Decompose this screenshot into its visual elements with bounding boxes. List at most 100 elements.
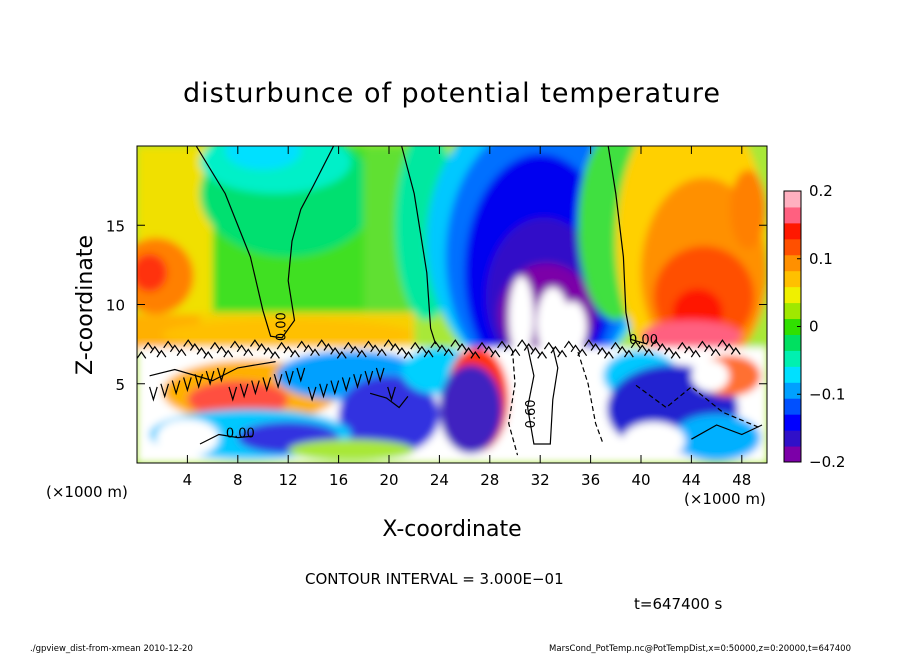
x-tick-label: 32: [531, 471, 550, 489]
colorbar-swatch: [784, 222, 801, 240]
contour-line: [263, 347, 274, 355]
contour-line: [523, 343, 534, 351]
colorbar-swatch: [784, 286, 801, 304]
colorbar-swatch: [784, 446, 801, 463]
colorbar-swatch: [784, 430, 801, 447]
contour-line: [563, 340, 574, 349]
x-unit-label-right: (×1000 m): [684, 490, 766, 508]
contour-line: [296, 367, 306, 383]
colorbar-swatch: [784, 318, 801, 335]
contour-line: [323, 343, 334, 351]
colorbar-swatch: [784, 270, 801, 288]
footer-right: MarsCond_PotTemp.nc@PotTempDist,x=0:5000…: [549, 644, 851, 654]
colorbar-swatch: [784, 398, 801, 415]
contour-line: [163, 340, 173, 349]
field-patch: [225, 146, 301, 170]
contour-line: [205, 370, 215, 386]
contour-line: [550, 345, 561, 354]
contour-line: [497, 340, 507, 349]
contour-line: [690, 349, 701, 358]
field-patch: [691, 359, 730, 392]
x-tick-label: 16: [329, 471, 348, 489]
contour-line: [717, 339, 728, 347]
contour-line: [363, 340, 374, 349]
contour-line: [250, 339, 260, 347]
colorbar-swatch: [784, 191, 801, 208]
contour-line: [310, 348, 320, 357]
contour-line: [644, 348, 654, 357]
contour-line: [356, 349, 367, 358]
x-tick-label: 20: [379, 471, 398, 489]
contour-line: [203, 351, 214, 359]
contour-line: [457, 343, 467, 351]
chart-title: disturbunce of potential temperature: [183, 78, 721, 109]
contour-line: [319, 383, 328, 399]
contour-line: [590, 343, 601, 351]
field-patch: [187, 380, 289, 419]
contour-line: [370, 344, 381, 353]
contour-line: [276, 341, 287, 350]
colorbar-swatch: [784, 382, 801, 399]
contour-line: [577, 351, 604, 445]
contour-line: [199, 433, 253, 445]
contour-line: [210, 341, 220, 350]
contour-line: [470, 351, 481, 359]
contour-line: [369, 392, 409, 409]
contour-line: [216, 345, 227, 354]
field-patch: [512, 347, 594, 427]
contour-line: [196, 347, 207, 355]
contour-line: [290, 349, 300, 358]
contour-line: [463, 347, 474, 355]
contour-line: [450, 339, 461, 347]
contour-line: [443, 348, 454, 357]
field-patch: [622, 421, 686, 460]
contour-line: [285, 370, 294, 386]
contour-line: [410, 341, 421, 350]
y-tick-label: 15: [106, 217, 125, 235]
contour-line: [350, 345, 360, 354]
contour-line: [390, 343, 401, 351]
field-patch: [137, 253, 168, 292]
x-unit-label-left: (×1000 m): [46, 483, 128, 501]
field-patch: [641, 320, 742, 353]
contour-line: [149, 386, 158, 402]
contour-line: [239, 383, 249, 399]
contour-line: [189, 343, 200, 351]
colorbar-ticks: 0.2 0.1 0 −0.1 −0.2: [797, 182, 845, 471]
contour-line: [677, 341, 688, 350]
x-tick-label: 36: [581, 471, 600, 489]
contour-line: [403, 351, 414, 359]
contour-line: [149, 361, 276, 382]
time-label: t=647400 s: [634, 595, 722, 613]
x-tick-label: 8: [233, 471, 243, 489]
colorbar: [783, 190, 802, 463]
colorbar-swatch: [784, 350, 801, 367]
contour-line: [630, 340, 641, 349]
x-tick-label: 48: [732, 471, 751, 489]
contour-line: [387, 386, 396, 402]
contour-line: [637, 344, 648, 353]
contour-line: [283, 345, 294, 354]
contour-lines: [137, 146, 763, 456]
contour-line: [316, 339, 327, 347]
contour-line: [610, 341, 621, 350]
colorbar-swatch: [784, 238, 801, 256]
colorbar-tick-label: 0.1: [809, 250, 833, 268]
contour-line: [262, 377, 272, 393]
colorbar-tick-label: −0.2: [809, 453, 845, 471]
contour-line: [183, 377, 192, 393]
contour-line: [353, 374, 362, 389]
contour-line: [710, 348, 721, 357]
contour-line: [607, 146, 648, 345]
field-patch: [155, 418, 219, 457]
contour-interval-annotation: CONTOUR INTERVAL = 3.000E−01: [305, 570, 564, 588]
contour-line: [137, 351, 147, 359]
colorbar-swatch: [784, 334, 801, 351]
contour-line: [657, 343, 668, 351]
colorbar-swatch: [784, 254, 801, 272]
contour-line: [383, 339, 394, 347]
contour-line: [176, 348, 187, 357]
contour-line: [597, 347, 608, 355]
contour-line: [171, 380, 181, 396]
contour-line: [650, 339, 661, 347]
